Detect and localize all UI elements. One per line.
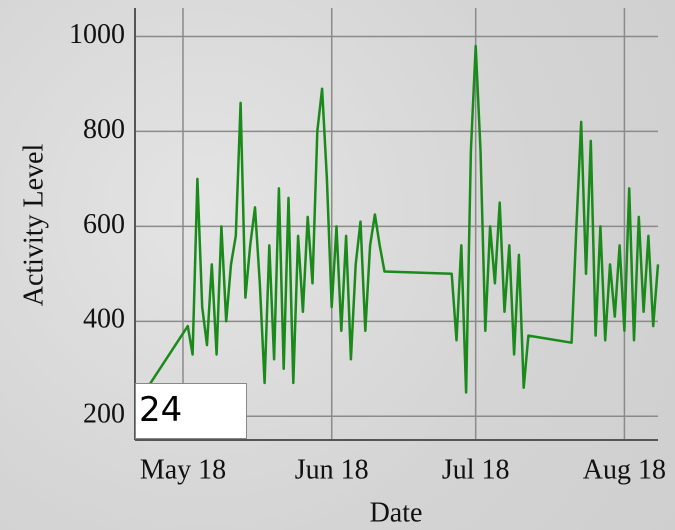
- x-tick-label: Aug 18: [583, 454, 666, 485]
- y-axis-label: Activity Level: [18, 144, 49, 307]
- x-tick-label: Jul 18: [442, 454, 510, 485]
- x-tick-label: Jun 18: [295, 454, 369, 485]
- line: [133, 44, 660, 408]
- x-axis-label: Date: [370, 497, 423, 528]
- y-tick-label: 400: [83, 304, 125, 335]
- y-tick-label: 800: [83, 114, 125, 145]
- readout[interactable]: 24: [135, 383, 247, 439]
- y-tick-label: 600: [83, 209, 125, 240]
- y-tick-label: 200: [83, 399, 125, 430]
- x-tick-label: May 18: [140, 454, 226, 485]
- y-tick-label: 1000: [69, 19, 125, 50]
